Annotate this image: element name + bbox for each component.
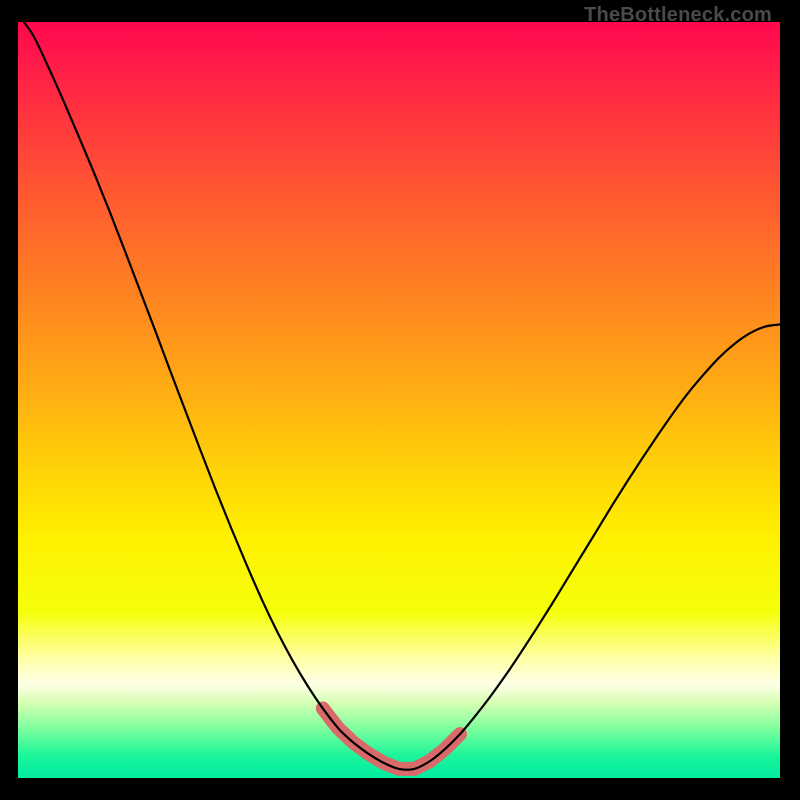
watermark-text: TheBottleneck.com — [584, 4, 772, 27]
gradient-background — [18, 22, 780, 778]
bottleneck-curve-chart — [0, 0, 800, 800]
